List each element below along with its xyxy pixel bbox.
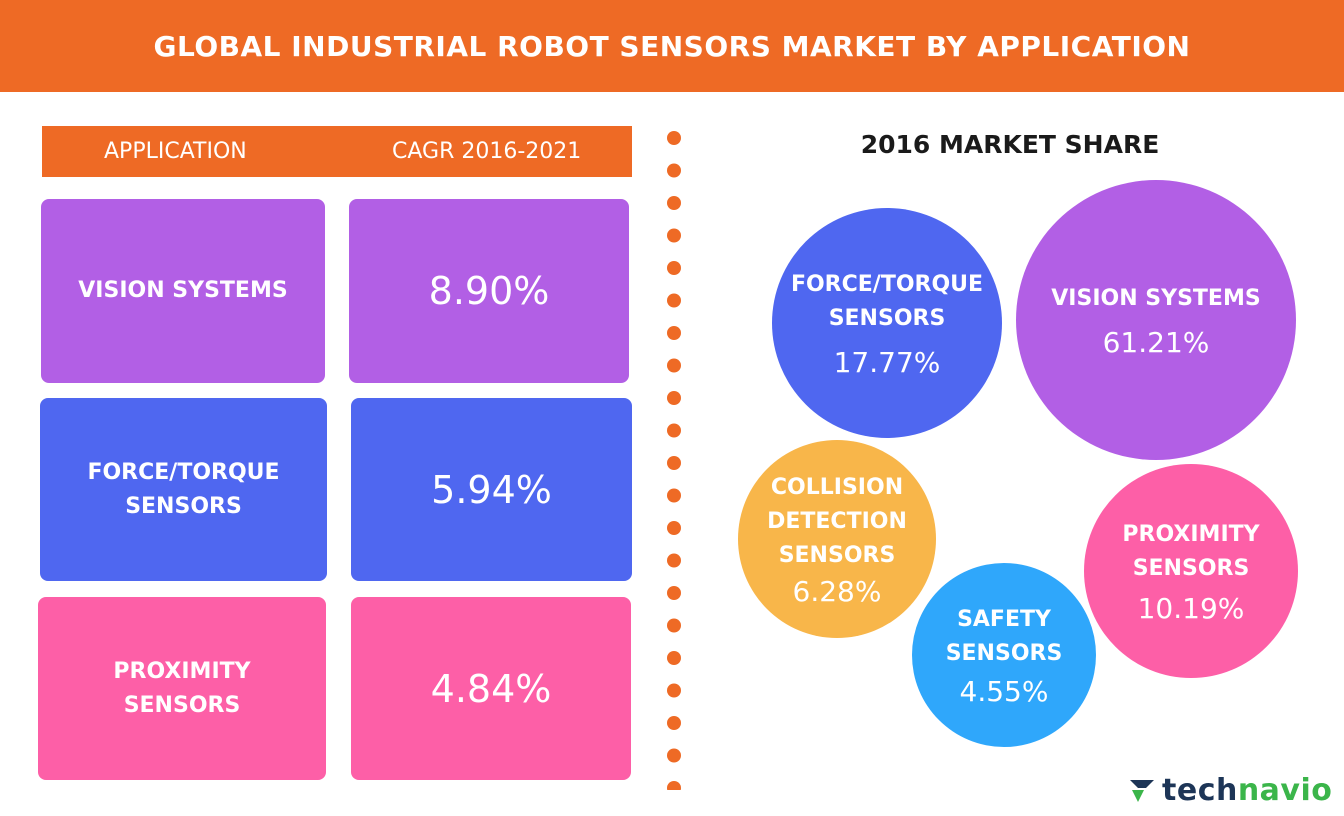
divider-dot <box>667 553 681 568</box>
divider-dot <box>667 391 681 405</box>
bubble-value: 10.19% <box>1137 591 1245 625</box>
divider-dot <box>667 781 681 790</box>
bubble-force-torque-sensors: FORCE/TORQUE SENSORS 17.77% <box>772 208 1002 438</box>
column-header-application: APPLICATION <box>104 139 247 164</box>
bubble-collision-detection-sensors: COLLISION DETECTION SENSORS 6.28% <box>738 440 936 638</box>
technavio-mark-icon <box>1130 780 1154 802</box>
divider-dot <box>667 423 681 438</box>
row-application-proximity: PROXIMITY SENSORS <box>38 597 326 780</box>
divider-dot <box>667 586 681 600</box>
divider-dot <box>667 521 681 535</box>
market-share-title: 2016 MARKET SHARE <box>860 130 1160 159</box>
bubble-safety-sensors: SAFETY SENSORS 4.55% <box>912 563 1096 747</box>
bubble-label: PROXIMITY SENSORS <box>1122 521 1260 581</box>
table-cell-label: PROXIMITY SENSORS <box>113 658 251 718</box>
divider-dot <box>667 618 681 633</box>
table-cell-value: 4.84% <box>430 666 552 711</box>
divider-dot <box>667 261 681 275</box>
bubble-label: COLLISION DETECTION SENSORS <box>767 474 907 568</box>
table-cell-value: 5.94% <box>431 467 552 512</box>
divider-dot <box>667 196 681 210</box>
divider-dot <box>667 228 681 243</box>
page-title: GLOBAL INDUSTRIAL ROBOT SENSORS MARKET B… <box>153 29 1191 63</box>
logo-text-tech: tech <box>1162 772 1238 808</box>
column-header-cagr: CAGR 2016-2021 <box>392 139 582 164</box>
table-cell-label: VISION SYSTEMS <box>78 278 288 303</box>
divider-dot <box>667 716 681 730</box>
dotted-divider <box>667 131 681 790</box>
row-application-vision-systems: VISION SYSTEMS <box>41 199 325 383</box>
logo-text-navio: navio <box>1237 772 1333 808</box>
bubble-label: VISION SYSTEMS <box>1051 285 1261 311</box>
bubble-value: 4.55% <box>959 674 1049 708</box>
row-cagr-force-torque: 5.94% <box>351 398 632 581</box>
bubble-proximity-sensors: PROXIMITY SENSORS 10.19% <box>1084 464 1298 678</box>
table-cell-label: FORCE/TORQUE SENSORS <box>87 459 280 519</box>
bubble-value: 6.28% <box>792 574 882 608</box>
bubble-value: 17.77% <box>833 345 941 379</box>
table-cell-value: 8.90% <box>428 269 550 313</box>
table-header: APPLICATION CAGR 2016-2021 <box>42 126 632 177</box>
divider-dot <box>667 488 681 503</box>
row-cagr-vision-systems: 8.90% <box>349 199 629 383</box>
bubble-label: SAFETY SENSORS <box>945 606 1063 666</box>
divider-dot <box>667 683 681 698</box>
bubble-value: 61.21% <box>1102 325 1210 359</box>
divider-dot <box>667 131 681 145</box>
row-application-force-torque: FORCE/TORQUE SENSORS <box>40 398 327 581</box>
divider-dot <box>667 456 681 470</box>
title-banner: GLOBAL INDUSTRIAL ROBOT SENSORS MARKET B… <box>0 0 1344 92</box>
divider-dot <box>667 651 681 665</box>
technavio-logo: technavio <box>1128 772 1332 808</box>
bubble-label: FORCE/TORQUE SENSORS <box>790 271 984 331</box>
divider-dot <box>667 748 681 763</box>
divider-dot <box>667 326 681 340</box>
row-cagr-proximity: 4.84% <box>351 597 631 780</box>
divider-dot <box>667 293 681 308</box>
divider-dot <box>667 358 681 373</box>
bubble-vision-systems: VISION SYSTEMS 61.21% <box>1016 180 1296 460</box>
divider-dot <box>667 163 681 178</box>
